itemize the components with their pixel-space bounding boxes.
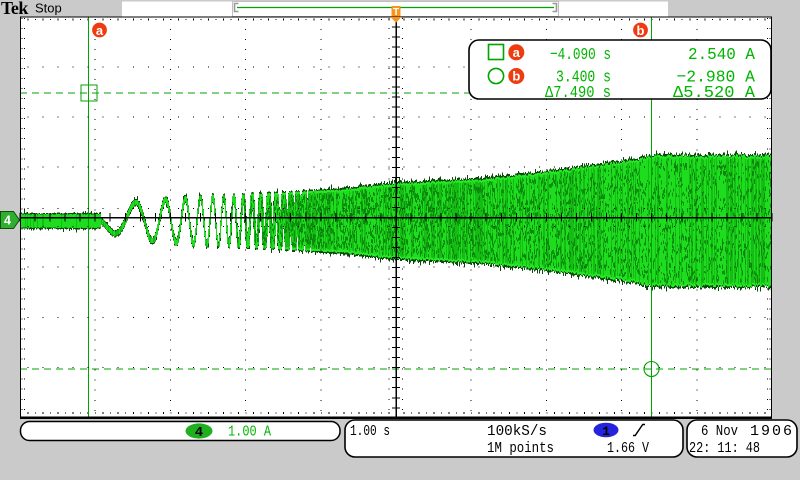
svg-text:2.540 A: 2.540 A [688, 46, 756, 65]
svg-text:−4.090 s: −4.090 s [550, 46, 611, 65]
svg-text:1M points: 1M points [487, 440, 554, 457]
svg-text:1: 1 [602, 424, 610, 439]
svg-text:a: a [513, 45, 521, 60]
svg-text:Tek: Tek [1, 0, 28, 18]
svg-text:Stop: Stop [35, 0, 62, 15]
svg-text:1.00 A: 1.00 A [228, 424, 271, 441]
svg-text:22: 11: 48: 22: 11: 48 [689, 440, 760, 457]
svg-text:−2.980 A: −2.980 A [677, 69, 756, 88]
svg-text:b: b [637, 23, 645, 38]
svg-text:1.66 V: 1.66 V [607, 440, 649, 457]
svg-text:b: b [512, 69, 520, 84]
svg-text:6 Nov: 6 Nov [701, 423, 738, 440]
svg-text:3.400 s: 3.400 s [556, 69, 611, 88]
svg-text:Δ7.490 s: Δ7.490 s [545, 84, 611, 103]
svg-text:a: a [96, 23, 104, 38]
svg-text:Δ5.520 A: Δ5.520 A [673, 84, 756, 103]
svg-text:1906: 1906 [750, 423, 792, 440]
svg-text:4: 4 [195, 425, 203, 441]
svg-text:T: T [393, 7, 399, 18]
svg-text:4: 4 [4, 214, 11, 228]
svg-text:100kS/s: 100kS/s [487, 423, 547, 440]
svg-text:1.00 s: 1.00 s [350, 423, 390, 440]
